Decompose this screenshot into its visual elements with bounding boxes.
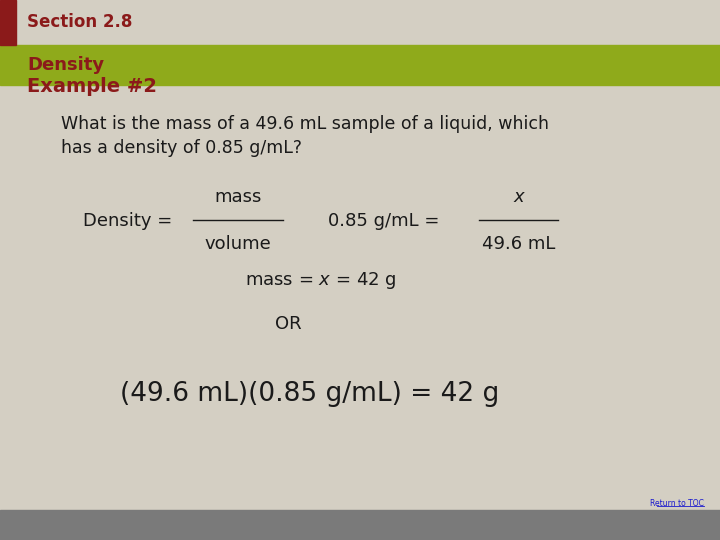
Text: volume: volume (204, 235, 271, 253)
Text: Section 2.8: Section 2.8 (27, 14, 132, 31)
Text: x: x (513, 188, 523, 206)
Text: 0.85 g/mL =: 0.85 g/mL = (328, 212, 445, 231)
Text: OR: OR (275, 315, 301, 333)
Text: Density =: Density = (83, 212, 178, 231)
Bar (0, 45, 720, 85)
Text: Example #2: Example #2 (27, 77, 158, 96)
Text: What is the mass of a 49.6 mL sample of a liquid, which: What is the mass of a 49.6 mL sample of … (61, 115, 549, 133)
Text: has a density of 0.85 g/mL?: has a density of 0.85 g/mL? (61, 139, 302, 157)
Bar (0, 0, 16, 45)
Text: mass = $x$ = 42 g: mass = $x$ = 42 g (245, 271, 396, 291)
Text: Density: Density (27, 56, 104, 74)
Text: (49.6 mL)(0.85 g/mL) = 42 g: (49.6 mL)(0.85 g/mL) = 42 g (120, 381, 499, 407)
Text: Return to TOC: Return to TOC (650, 499, 704, 508)
Bar (0, 0, 720, 45)
Text: 49.6 mL: 49.6 mL (482, 235, 555, 253)
Text: mass: mass (214, 188, 261, 206)
Bar (0, 510, 720, 540)
